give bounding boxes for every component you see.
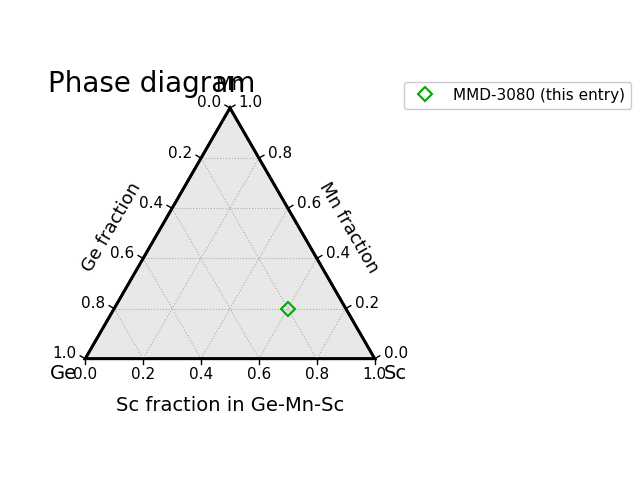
Polygon shape <box>85 108 375 359</box>
Text: 0.6: 0.6 <box>110 246 134 261</box>
Text: 0.4: 0.4 <box>189 367 213 383</box>
Text: Mn fraction: Mn fraction <box>316 179 382 276</box>
Legend: MMD-3080 (this entry): MMD-3080 (this entry) <box>404 82 631 109</box>
Text: 0.0: 0.0 <box>197 96 221 110</box>
Text: 0.8: 0.8 <box>81 296 106 311</box>
Text: 0.0: 0.0 <box>383 346 408 361</box>
Text: 0.6: 0.6 <box>297 196 321 211</box>
Text: 0.6: 0.6 <box>247 367 271 383</box>
Text: 0.8: 0.8 <box>305 367 329 383</box>
Text: 0.8: 0.8 <box>268 145 292 160</box>
Text: 1.0: 1.0 <box>52 346 76 361</box>
Text: Sc fraction in Ge-Mn-Sc: Sc fraction in Ge-Mn-Sc <box>116 396 344 415</box>
Text: 1.0: 1.0 <box>363 367 387 383</box>
Text: 0.0: 0.0 <box>73 367 97 383</box>
Text: 0.4: 0.4 <box>326 246 349 261</box>
Text: 0.4: 0.4 <box>139 196 163 211</box>
Text: Ge fraction: Ge fraction <box>79 180 144 276</box>
Text: 1.0: 1.0 <box>239 96 263 110</box>
Text: Mn: Mn <box>216 74 244 94</box>
Text: Phase diagram: Phase diagram <box>47 71 255 98</box>
Text: 0.2: 0.2 <box>355 296 379 311</box>
Text: 0.2: 0.2 <box>168 145 192 160</box>
Text: Sc: Sc <box>383 364 406 384</box>
Text: 0.2: 0.2 <box>131 367 155 383</box>
Text: Ge: Ge <box>49 364 77 384</box>
